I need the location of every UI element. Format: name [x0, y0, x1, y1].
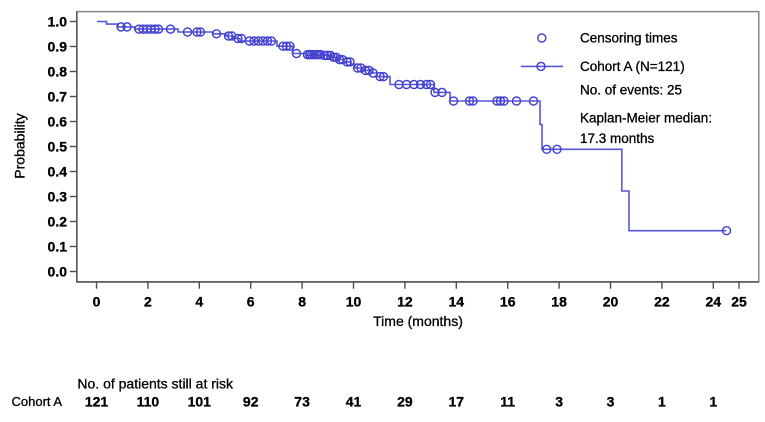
- svg-text:2: 2: [144, 294, 152, 310]
- svg-text:Cohort A (N=121): Cohort A (N=121): [580, 59, 685, 74]
- svg-text:73: 73: [294, 394, 310, 410]
- svg-text:41: 41: [346, 394, 362, 410]
- svg-text:4: 4: [195, 294, 203, 310]
- svg-text:Cohort A: Cohort A: [12, 394, 63, 409]
- svg-text:17.3 months: 17.3 months: [580, 131, 655, 146]
- svg-text:Time (months): Time (months): [373, 313, 463, 329]
- svg-text:29: 29: [397, 394, 413, 410]
- svg-text:22: 22: [654, 294, 670, 310]
- svg-text:3: 3: [607, 394, 615, 410]
- svg-text:0.4: 0.4: [48, 164, 68, 180]
- svg-text:17: 17: [449, 394, 465, 410]
- svg-text:Probability: Probability: [12, 113, 28, 178]
- svg-text:10: 10: [346, 294, 362, 310]
- svg-text:1.0: 1.0: [48, 14, 68, 30]
- svg-text:92: 92: [243, 394, 259, 410]
- svg-text:No. of patients still at risk: No. of patients still at risk: [77, 376, 234, 392]
- svg-text:0.5: 0.5: [48, 139, 68, 155]
- svg-text:0.6: 0.6: [48, 114, 68, 130]
- svg-text:8: 8: [298, 294, 306, 310]
- svg-text:14: 14: [449, 294, 465, 310]
- svg-text:No. of events: 25: No. of events: 25: [580, 83, 682, 98]
- svg-text:0.9: 0.9: [48, 39, 68, 55]
- svg-text:20: 20: [603, 294, 619, 310]
- svg-text:6: 6: [247, 294, 255, 310]
- svg-text:0.3: 0.3: [48, 189, 68, 205]
- svg-text:0.1: 0.1: [48, 239, 68, 255]
- svg-text:1: 1: [658, 394, 666, 410]
- svg-text:12: 12: [397, 294, 413, 310]
- svg-text:25: 25: [731, 294, 747, 310]
- svg-text:0.2: 0.2: [48, 214, 68, 230]
- svg-text:3: 3: [555, 394, 563, 410]
- svg-text:0.8: 0.8: [48, 64, 68, 80]
- svg-text:0.7: 0.7: [48, 89, 68, 105]
- svg-text:Censoring times: Censoring times: [580, 31, 678, 46]
- svg-text:24: 24: [706, 294, 722, 310]
- svg-text:121: 121: [85, 394, 109, 410]
- svg-text:1: 1: [709, 394, 717, 410]
- svg-text:16: 16: [500, 294, 516, 310]
- svg-text:Kaplan-Meier median:: Kaplan-Meier median:: [580, 111, 712, 126]
- svg-text:11: 11: [500, 394, 515, 410]
- svg-text:101: 101: [188, 394, 212, 410]
- svg-text:0: 0: [93, 294, 101, 310]
- svg-text:18: 18: [551, 294, 567, 310]
- svg-text:0.0: 0.0: [48, 264, 68, 280]
- svg-text:110: 110: [137, 394, 160, 410]
